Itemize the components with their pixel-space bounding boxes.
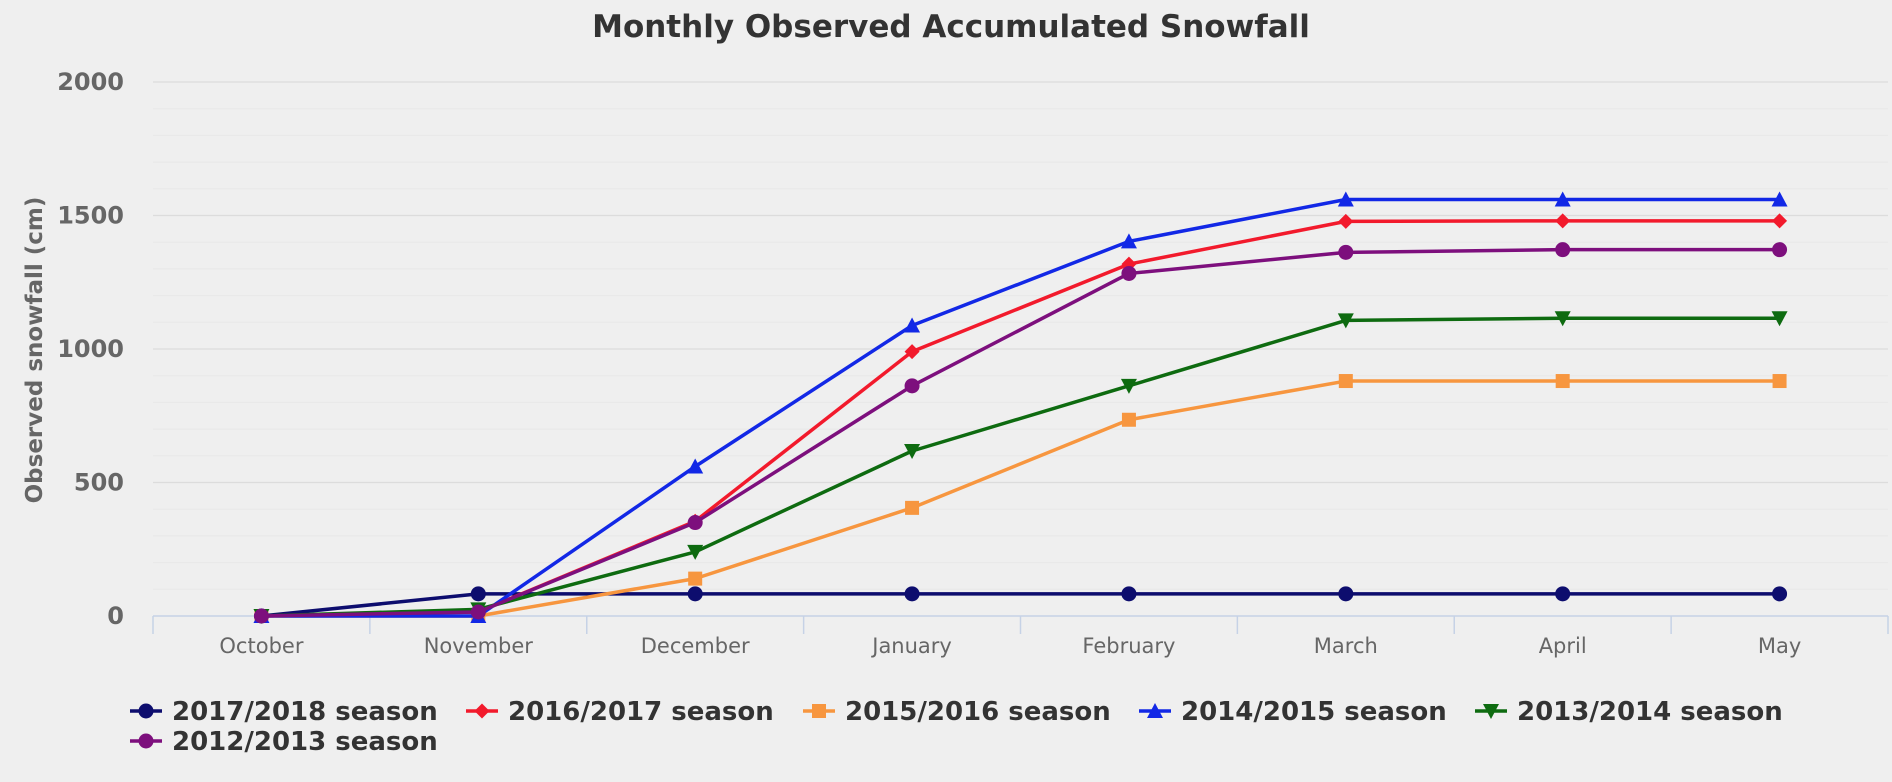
data-point xyxy=(904,378,920,394)
series-line xyxy=(259,379,1782,618)
legend-label: 2012/2013 season xyxy=(172,727,438,757)
data-point xyxy=(1555,586,1571,602)
series-line xyxy=(259,247,1782,618)
data-point xyxy=(1772,242,1788,258)
data-point xyxy=(1772,213,1788,229)
legend-marker-icon xyxy=(138,733,154,749)
data-point xyxy=(687,458,704,474)
data-point xyxy=(904,443,921,459)
y-tick-label: 2000 xyxy=(57,68,124,96)
x-tick-label: March xyxy=(1314,634,1378,658)
grid-lines xyxy=(153,81,1888,590)
y-axis-ticks: 0 500 1000 1500 2000 xyxy=(57,68,124,630)
series-5 xyxy=(253,242,1788,624)
x-axis: October November December January February Ma… xyxy=(152,615,1889,658)
y-axis-label: Observed snowfall (cm) xyxy=(22,197,48,504)
legend-item[interactable]: 2014/2015 season xyxy=(1139,697,1447,727)
series-line xyxy=(259,316,1782,618)
data-point xyxy=(1554,191,1571,207)
x-tick-label: December xyxy=(641,634,750,658)
legend-marker-icon xyxy=(1147,703,1163,718)
x-tick-label: April xyxy=(1539,634,1587,658)
data-point xyxy=(1120,378,1137,394)
data-point xyxy=(687,586,703,602)
y-tick-label: 1000 xyxy=(57,335,124,363)
legend-marker-icon xyxy=(474,703,490,719)
legend-marker-icon xyxy=(812,704,826,718)
data-point xyxy=(687,544,704,560)
data-point xyxy=(687,515,703,531)
series-line xyxy=(259,592,1782,618)
series-line xyxy=(259,197,1782,618)
data-point xyxy=(688,571,703,586)
x-tick-label: October xyxy=(219,634,303,658)
data-point xyxy=(1121,412,1136,427)
data-point xyxy=(1338,374,1353,389)
series-4 xyxy=(253,311,1788,624)
data-point xyxy=(1771,311,1788,327)
legend-item[interactable]: 2017/2018 season xyxy=(130,697,438,727)
data-point xyxy=(1555,374,1570,389)
legend-label: 2016/2017 season xyxy=(508,697,774,727)
y-tick-label: 1500 xyxy=(57,202,124,230)
data-point xyxy=(1338,244,1354,260)
data-point xyxy=(253,608,269,624)
data-point xyxy=(904,344,920,360)
data-point xyxy=(1772,586,1788,602)
data-point xyxy=(1771,191,1788,207)
data-point xyxy=(1121,265,1137,281)
data-point xyxy=(1337,191,1354,207)
series-group xyxy=(253,191,1788,624)
legend-label: 2015/2016 season xyxy=(845,697,1111,727)
legend-item[interactable]: 2013/2014 season xyxy=(1475,697,1783,727)
legend-item[interactable]: 2012/2013 season xyxy=(130,727,438,757)
data-point xyxy=(1121,586,1137,602)
data-point xyxy=(1555,213,1571,229)
legend-label: 2017/2018 season xyxy=(172,697,438,727)
x-tick-label: May xyxy=(1758,634,1801,658)
data-point xyxy=(1120,233,1137,249)
data-point xyxy=(1338,586,1354,602)
series-0 xyxy=(253,586,1788,624)
legend-item[interactable]: 2016/2017 season xyxy=(466,697,774,727)
y-tick-label: 500 xyxy=(74,469,124,497)
x-tick-label: January xyxy=(870,634,952,658)
legend-marker-icon xyxy=(138,703,154,719)
legend-item[interactable]: 2015/2016 season xyxy=(803,697,1111,727)
data-point xyxy=(1772,374,1787,389)
data-point xyxy=(470,604,486,620)
data-point xyxy=(1554,311,1571,327)
chart-title: Monthly Observed Accumulated Snowfall xyxy=(592,9,1310,45)
data-point xyxy=(1337,313,1354,329)
data-point xyxy=(470,586,486,602)
legend-marker-icon xyxy=(1483,704,1499,719)
x-tick-label: November xyxy=(424,634,534,658)
y-tick-label: 0 xyxy=(107,602,124,630)
data-point xyxy=(905,500,920,515)
data-point xyxy=(1555,242,1571,258)
legend: 2017/2018 season 2016/2017 season 2015/201… xyxy=(130,697,1783,757)
data-point xyxy=(1338,213,1354,229)
series-2 xyxy=(254,374,1787,623)
legend-label: 2013/2014 season xyxy=(1517,697,1783,727)
data-point xyxy=(904,317,921,333)
series-3 xyxy=(253,191,1788,623)
legend-label: 2014/2015 season xyxy=(1181,697,1447,727)
data-point xyxy=(904,586,920,602)
x-tick-label: February xyxy=(1082,634,1175,658)
